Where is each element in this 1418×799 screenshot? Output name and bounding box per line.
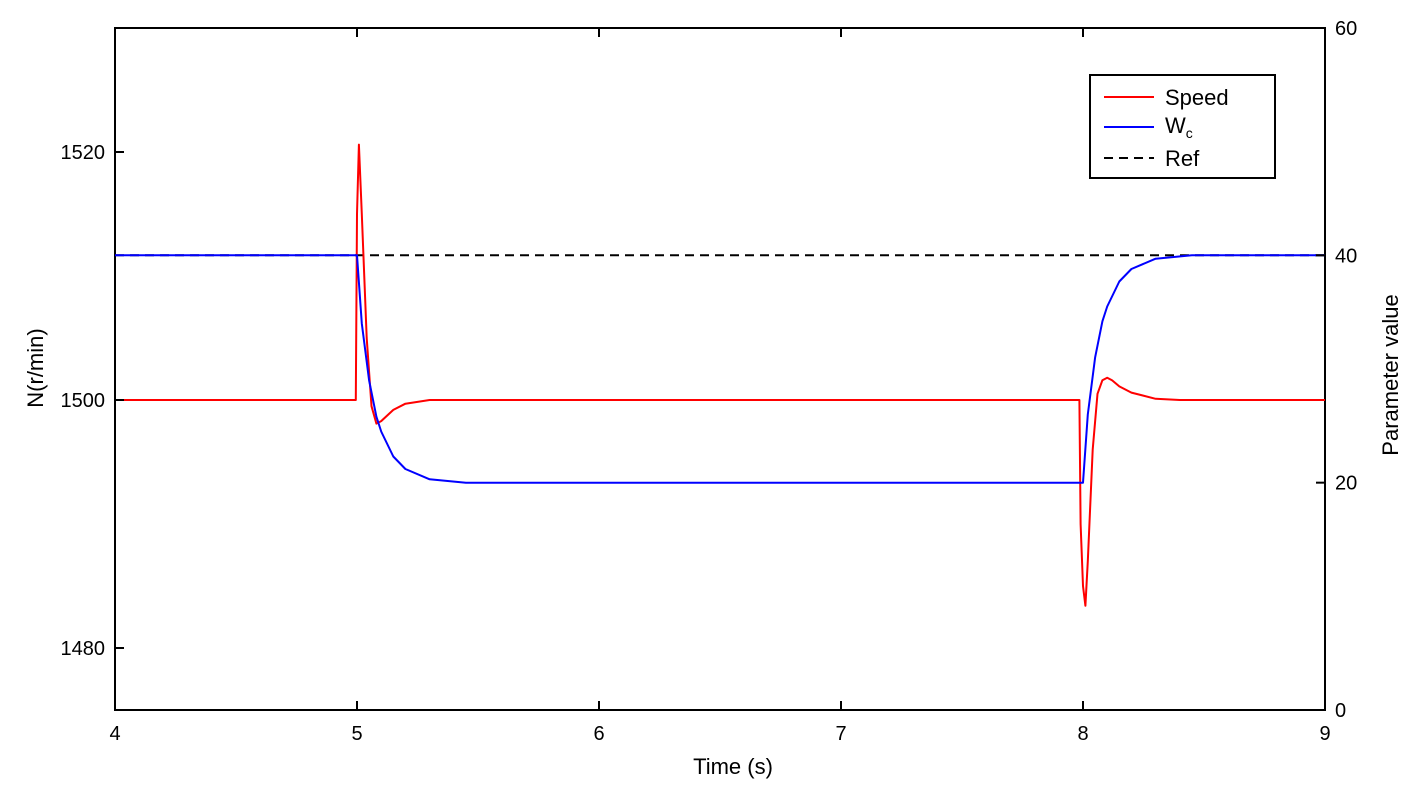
legend-label-wc-sub: c xyxy=(1186,125,1193,141)
legend-label-speed: Speed xyxy=(1165,85,1229,110)
x-tick-label: 4 xyxy=(109,723,120,745)
y-right-tick-label: 60 xyxy=(1335,18,1357,40)
y-right-tick-label: 40 xyxy=(1335,245,1357,267)
legend-box xyxy=(1089,74,1276,179)
legend-label-wc-main: W xyxy=(1165,113,1186,138)
y-left-tick-label: 1520 xyxy=(61,142,106,164)
y-axis-right-title: Parameter value xyxy=(1378,294,1403,455)
series-line-wc xyxy=(115,254,1325,484)
y-axis-left-title: N(r/min) xyxy=(23,328,48,407)
y-left-tick-label: 1480 xyxy=(61,638,106,660)
x-tick-label: 6 xyxy=(593,723,604,745)
series-line-speed xyxy=(115,143,1325,607)
x-tick-label: 8 xyxy=(1077,723,1088,745)
legend-label-ref: Ref xyxy=(1165,146,1200,171)
x-tick-label: 9 xyxy=(1319,723,1330,745)
plot-frame xyxy=(114,27,1326,711)
y-left-tick-label: 1500 xyxy=(61,390,106,412)
y-right-tick-label: 20 xyxy=(1335,473,1357,495)
series-layer xyxy=(115,143,1325,607)
ticks-layer: 4 5 6 7 8 9 1480 1500 1520 0 20 40 60 xyxy=(61,18,1358,745)
legend: Speed Wc Ref xyxy=(1089,74,1276,179)
legend-label-wc: Wc xyxy=(1165,113,1193,141)
x-tick-label: 5 xyxy=(351,723,362,745)
y-right-tick-label: 0 xyxy=(1335,700,1346,722)
x-axis-title: Time (s) xyxy=(693,754,773,779)
x-tick-label: 7 xyxy=(835,723,846,745)
